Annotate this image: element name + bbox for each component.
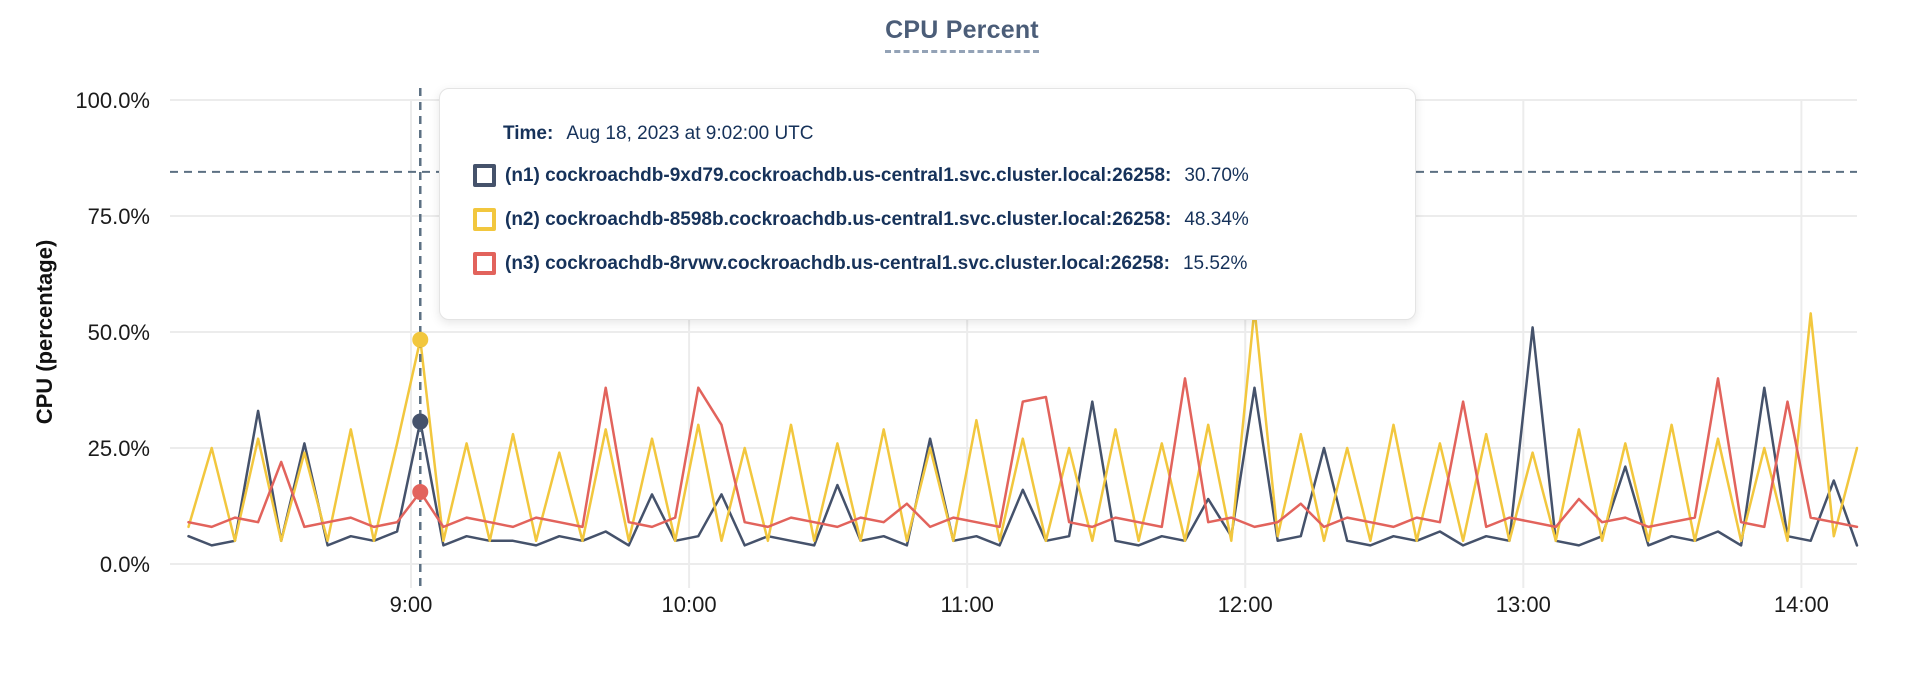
tooltip-time-row: Time: Aug 18, 2023 at 9:02:00 UTC (473, 123, 1395, 145)
x-tick-label: 9:00 (390, 592, 433, 617)
series-swatch-n2 (473, 208, 496, 231)
y-tick-label: 100.0% (75, 88, 150, 113)
series-line-n2 (187, 307, 1859, 543)
hover-dot-n3 (412, 483, 429, 500)
tooltip-series-rows: (n1) cockroachdb-9xd79.cockroachdb.us-ce… (473, 164, 1395, 275)
tooltip-series-row: (n3) cockroachdb-8rvwv.cockroachdb.us-ce… (473, 252, 1395, 275)
x-tick-label: 12:00 (1218, 592, 1273, 617)
y-tick-label: 50.0% (88, 320, 150, 345)
x-tick-label: 13:00 (1496, 592, 1551, 617)
series-host-label: (n3) cockroachdb-8rvwv.cockroachdb.us-ce… (505, 252, 1170, 274)
series-swatch-n3 (473, 252, 496, 275)
hover-dot-n2 (412, 331, 429, 348)
axis-layer: CPU (percentage) 0.0% 25.0% 50.0% 75.0% 100.… (32, 88, 1829, 617)
y-tick-label: 75.0% (88, 204, 150, 229)
x-tick-label: 11:00 (940, 592, 993, 617)
tooltip-time-label: Time: (503, 123, 554, 144)
x-tick-label: 14:00 (1774, 592, 1829, 617)
series-value: 30.70% (1184, 164, 1249, 186)
y-tick-label: 25.0% (88, 436, 150, 461)
tooltip-time-value: Aug 18, 2023 at 9:02:00 UTC (566, 123, 814, 144)
x-tick-label: 10:00 (662, 592, 717, 617)
series-host-label: (n2) cockroachdb-8598b.cockroachdb.us-ce… (505, 208, 1172, 230)
tooltip-series-row: (n1) cockroachdb-9xd79.cockroachdb.us-ce… (473, 164, 1395, 187)
series-layer (187, 307, 1859, 547)
hover-dot-n1 (412, 413, 429, 430)
series-host-label: (n1) cockroachdb-9xd79.cockroachdb.us-ce… (505, 164, 1172, 186)
chart-title-wrap: CPU Percent (0, 16, 1924, 53)
hover-tooltip: Time: Aug 18, 2023 at 9:02:00 UTC (n1) co… (439, 88, 1416, 320)
series-line-n1 (187, 326, 1859, 547)
chart-title[interactable]: CPU Percent (885, 16, 1039, 53)
y-tick-label: 0.0% (100, 552, 150, 577)
y-axis-title: CPU (percentage) (32, 240, 57, 425)
series-value: 48.34% (1184, 208, 1249, 230)
series-value: 15.52% (1182, 252, 1248, 274)
series-line-n3 (187, 377, 1859, 529)
tooltip-series-row: (n2) cockroachdb-8598b.cockroachdb.us-ce… (473, 208, 1395, 231)
series-swatch-n1 (473, 164, 496, 187)
